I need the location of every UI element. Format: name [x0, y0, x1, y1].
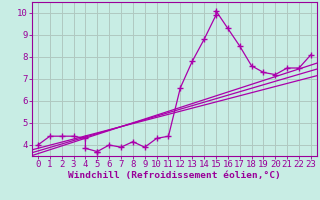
X-axis label: Windchill (Refroidissement éolien,°C): Windchill (Refroidissement éolien,°C): [68, 171, 281, 180]
